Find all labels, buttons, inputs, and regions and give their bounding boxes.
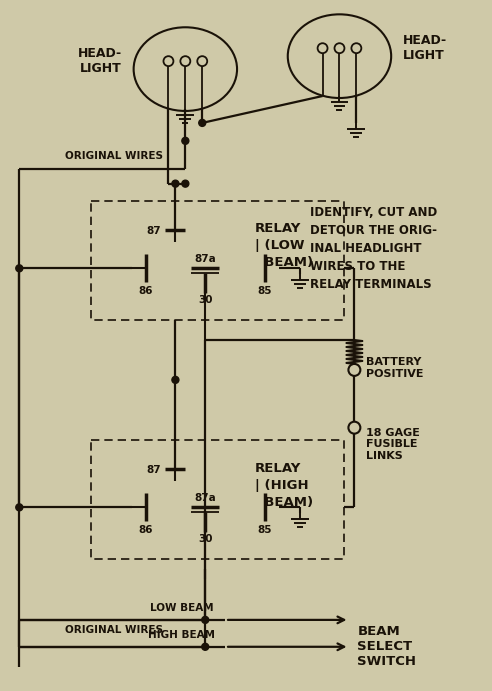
Text: RELAY
| (HIGH
  BEAM): RELAY | (HIGH BEAM) — [255, 462, 313, 509]
Text: BEAM
SELECT
SWITCH: BEAM SELECT SWITCH — [357, 625, 416, 668]
Circle shape — [16, 265, 23, 272]
Text: 30: 30 — [198, 295, 213, 305]
Text: IDENTIFY, CUT AND
DETOUR THE ORIG-
INAL HEADLIGHT
WIRES TO THE
RELAY TERMINALS: IDENTIFY, CUT AND DETOUR THE ORIG- INAL … — [309, 205, 437, 290]
Text: ORIGINAL WIRES: ORIGINAL WIRES — [65, 625, 163, 635]
Circle shape — [202, 643, 209, 650]
Text: 85: 85 — [258, 286, 272, 296]
Text: 86: 86 — [138, 525, 153, 536]
Text: LOW BEAM: LOW BEAM — [150, 603, 214, 613]
Text: 87a: 87a — [194, 254, 216, 265]
Circle shape — [172, 180, 179, 187]
Text: HEAD-
LIGHT: HEAD- LIGHT — [403, 34, 447, 62]
Text: 18 GAGE
FUSIBLE
LINKS: 18 GAGE FUSIBLE LINKS — [367, 428, 420, 461]
Circle shape — [202, 616, 209, 623]
Text: 87: 87 — [147, 466, 161, 475]
Circle shape — [199, 120, 206, 126]
Text: HIGH BEAM: HIGH BEAM — [149, 630, 215, 640]
Text: RELAY
| (LOW
  BEAM): RELAY | (LOW BEAM) — [255, 223, 313, 269]
Text: 87: 87 — [147, 227, 161, 236]
Bar — [91, 200, 344, 320]
Text: 86: 86 — [138, 286, 153, 296]
Circle shape — [182, 138, 189, 144]
Text: ORIGINAL WIRES: ORIGINAL WIRES — [65, 151, 163, 161]
Text: BATTERY
POSITIVE: BATTERY POSITIVE — [367, 357, 424, 379]
Text: HEAD-
LIGHT: HEAD- LIGHT — [78, 47, 122, 75]
Text: 85: 85 — [258, 525, 272, 536]
Text: 87a: 87a — [194, 493, 216, 503]
Bar — [91, 439, 344, 559]
Circle shape — [16, 504, 23, 511]
Circle shape — [182, 180, 189, 187]
Circle shape — [172, 377, 179, 384]
Text: 30: 30 — [198, 534, 213, 545]
